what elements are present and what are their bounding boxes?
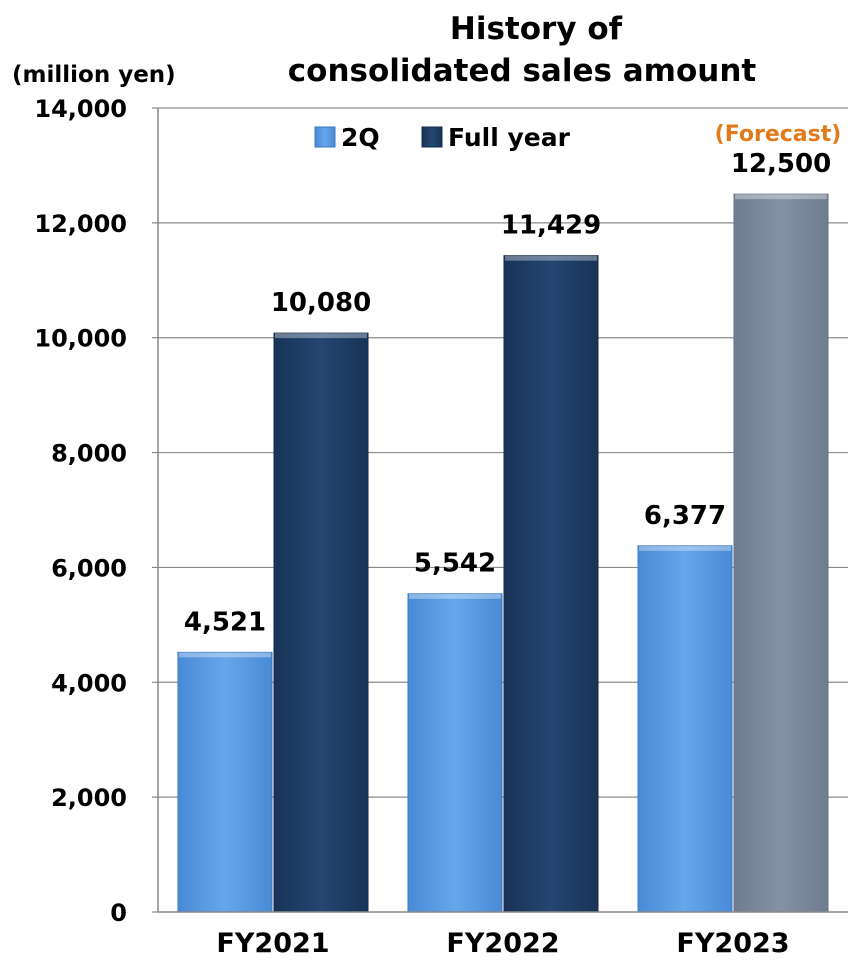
y-tick-label: 0 <box>110 899 127 927</box>
y-tick-label: 2,000 <box>51 784 127 812</box>
bar-top-bevel <box>505 255 597 261</box>
bar-top-bevel <box>639 545 731 551</box>
bar-2q-fy2021 <box>177 651 273 913</box>
bar-top-bevel <box>275 333 367 339</box>
chart-title-line1: History of <box>450 11 623 47</box>
bar-top-bevel <box>735 194 827 200</box>
gridlines <box>158 107 848 798</box>
bar-2q-fy2023 <box>637 545 733 913</box>
chart-title-line2: consolidated sales amount <box>288 53 757 89</box>
bar-full-year-fy2022 <box>503 255 599 913</box>
x-category-label: FY2021 <box>216 928 329 959</box>
bar-top-bevel <box>179 652 271 658</box>
y-axis-ticks: 0 2,000 4,000 6,000 8,000 10,000 12,000 14,000 <box>34 95 158 927</box>
x-category-label: FY2022 <box>446 928 559 959</box>
data-label: 11,429 <box>501 211 601 241</box>
data-label: 5,542 <box>414 549 496 579</box>
bar-full-year-fy2021 <box>273 332 369 913</box>
data-label: 4,521 <box>184 607 266 637</box>
data-labels: 4,521 10,080 5,542 11,429 6,377 12,500 <box>184 149 831 637</box>
y-axis-unit-label: (million yen) <box>12 62 176 88</box>
y-tick-label: 14,000 <box>34 95 127 123</box>
y-tick-label: 12,000 <box>34 210 127 238</box>
legend: 2Q Full year <box>314 123 571 152</box>
bar-top-bevel <box>409 593 501 599</box>
x-axis-labels: FY2021 FY2022 FY2023 <box>216 928 789 959</box>
y-tick-label: 6,000 <box>51 554 127 582</box>
legend-swatch-2q <box>314 126 336 148</box>
bars <box>177 193 829 913</box>
data-label: 6,377 <box>644 501 726 531</box>
legend-label-full-year: Full year <box>448 123 571 152</box>
y-tick-label: 4,000 <box>51 669 127 697</box>
x-category-label: FY2023 <box>676 928 789 959</box>
legend-label-2q: 2Q <box>341 123 380 152</box>
y-tick-label: 10,000 <box>34 325 127 353</box>
y-tick-label: 8,000 <box>51 440 127 468</box>
forecast-annotation: (Forecast) <box>715 122 842 147</box>
data-label: 12,500 <box>731 149 831 179</box>
bar-2q-fy2022 <box>407 593 503 913</box>
bar-full-year-fy2023 <box>733 193 829 913</box>
legend-swatch-full-year <box>421 126 443 148</box>
data-label: 10,080 <box>271 288 371 318</box>
